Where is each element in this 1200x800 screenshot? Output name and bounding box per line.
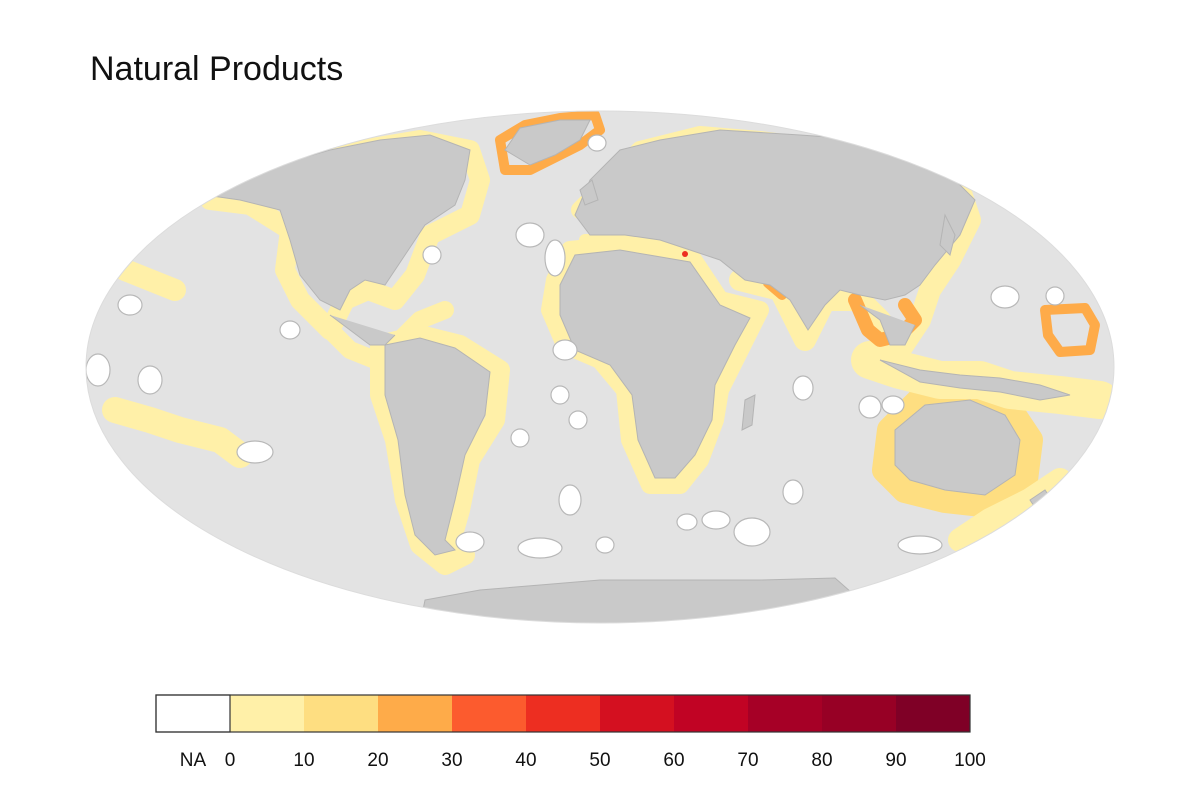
legend-bin-30-40 (452, 695, 526, 732)
legend-bin-50-60 (600, 695, 674, 732)
legend-tick-label: 20 (367, 750, 389, 771)
na-island (515, 222, 545, 248)
legend-frame (155, 694, 971, 733)
legend-bin-80-90 (822, 695, 896, 732)
land-eurasia (574, 129, 976, 331)
eez-mariana (1040, 303, 1100, 357)
na-island (587, 134, 607, 152)
land-central-america (329, 314, 396, 346)
map-title: Natural Products (90, 50, 344, 88)
na-island (733, 517, 771, 547)
eez-pacific-west (102, 397, 253, 468)
na-island (568, 410, 588, 430)
eez-greenland (495, 111, 605, 175)
land-greenland (504, 119, 591, 166)
legend-na-swatch (155, 694, 231, 733)
legend-na-label: NA (179, 750, 207, 771)
eez-hawaii (114, 259, 186, 301)
na-island (990, 285, 1020, 309)
world-map (85, 110, 1115, 624)
legend-tick-label: 40 (515, 750, 537, 771)
na-island (544, 239, 566, 277)
legend-tick-label: 70 (737, 750, 759, 771)
na-island (858, 395, 882, 419)
legend-bin-10-20 (304, 695, 378, 732)
land-madagascar (741, 394, 756, 431)
legend-tick-label: 30 (441, 750, 463, 771)
na-island (792, 375, 814, 401)
na-island (510, 428, 530, 448)
na-island (517, 537, 563, 559)
na-island (117, 294, 143, 316)
legend-bin-70-80 (748, 695, 822, 732)
land-indonesia (879, 359, 1071, 401)
land-southeast-asia (859, 304, 916, 346)
legend-tick-label: 0 (224, 750, 236, 771)
na-regions (86, 134, 1065, 559)
land-south-america (384, 337, 491, 556)
na-island (137, 365, 163, 395)
legend-bin-60-70 (674, 695, 748, 732)
legend-tick-label: 100 (954, 750, 986, 771)
na-island (279, 320, 301, 340)
land-north-america (203, 134, 471, 311)
na-island (881, 395, 905, 415)
legend-tick-label: 90 (885, 750, 907, 771)
legend-tick-label: 80 (811, 750, 833, 771)
na-island (86, 353, 111, 387)
legend-bin-20-30 (378, 695, 452, 732)
na-island (558, 484, 582, 516)
na-island (701, 510, 731, 530)
land-japan (939, 213, 956, 256)
na-island (595, 536, 615, 554)
legend-tick-label: 10 (293, 750, 315, 771)
na-island (236, 440, 274, 464)
legend-bin-40-50 (526, 695, 600, 732)
land-uk (579, 179, 599, 206)
legend-tick-label: 50 (589, 750, 611, 771)
na-island (552, 339, 578, 361)
globe-outline (85, 110, 1115, 624)
legend-tick-label: 60 (663, 750, 685, 771)
land-masses (203, 119, 1071, 623)
land-australia (894, 399, 1021, 496)
na-island (422, 245, 442, 265)
na-island (676, 513, 698, 531)
na-island (455, 531, 485, 553)
legend-bin-0-10 (230, 695, 304, 732)
na-island (897, 535, 943, 555)
na-island (550, 385, 570, 405)
land-africa (559, 249, 751, 479)
na-island (782, 479, 804, 505)
eez-israel (682, 251, 688, 257)
color-legend (155, 694, 971, 733)
legend-bin-90-100 (896, 695, 970, 732)
na-island (1045, 286, 1065, 306)
